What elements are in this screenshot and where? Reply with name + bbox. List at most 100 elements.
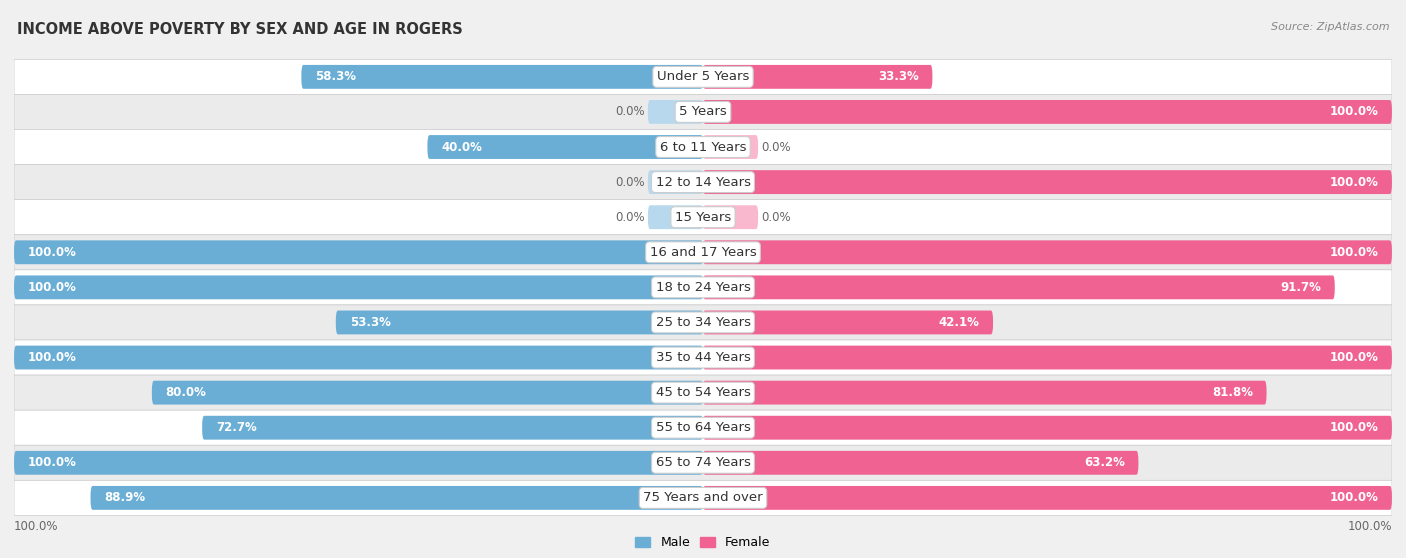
Text: 0.0%: 0.0% xyxy=(614,176,644,189)
Text: 15 Years: 15 Years xyxy=(675,211,731,224)
Text: 12 to 14 Years: 12 to 14 Years xyxy=(655,176,751,189)
Text: INCOME ABOVE POVERTY BY SEX AND AGE IN ROGERS: INCOME ABOVE POVERTY BY SEX AND AGE IN R… xyxy=(17,22,463,37)
Bar xyxy=(14,240,703,264)
Bar xyxy=(703,135,758,159)
Text: 6 to 11 Years: 6 to 11 Years xyxy=(659,141,747,153)
Bar xyxy=(14,451,703,475)
FancyBboxPatch shape xyxy=(14,410,1392,445)
Bar xyxy=(703,205,758,229)
FancyBboxPatch shape xyxy=(703,416,1392,440)
FancyBboxPatch shape xyxy=(703,311,993,334)
FancyBboxPatch shape xyxy=(14,270,1392,305)
Text: 81.8%: 81.8% xyxy=(1212,386,1253,399)
Bar xyxy=(336,311,703,334)
Text: 100.0%: 100.0% xyxy=(1329,246,1378,259)
Text: 5 Years: 5 Years xyxy=(679,105,727,118)
Bar xyxy=(648,170,703,194)
FancyBboxPatch shape xyxy=(703,100,1392,124)
Text: 100.0%: 100.0% xyxy=(1329,421,1378,434)
Bar xyxy=(703,451,1139,475)
FancyBboxPatch shape xyxy=(703,240,1392,264)
Text: Source: ZipAtlas.com: Source: ZipAtlas.com xyxy=(1271,22,1389,32)
FancyBboxPatch shape xyxy=(14,375,1392,410)
Text: 33.3%: 33.3% xyxy=(877,70,918,83)
Text: 75 Years and over: 75 Years and over xyxy=(643,492,763,504)
Text: 35 to 44 Years: 35 to 44 Years xyxy=(655,351,751,364)
Text: 0.0%: 0.0% xyxy=(762,141,792,153)
FancyBboxPatch shape xyxy=(14,340,1392,375)
Text: 25 to 34 Years: 25 to 34 Years xyxy=(655,316,751,329)
FancyBboxPatch shape xyxy=(14,345,703,369)
Text: 100.0%: 100.0% xyxy=(28,281,77,294)
Text: 0.0%: 0.0% xyxy=(614,105,644,118)
Bar xyxy=(703,311,993,334)
FancyBboxPatch shape xyxy=(14,480,1392,516)
Bar xyxy=(703,65,932,89)
Bar xyxy=(703,416,1392,440)
Text: 16 and 17 Years: 16 and 17 Years xyxy=(650,246,756,259)
FancyBboxPatch shape xyxy=(703,65,932,89)
FancyBboxPatch shape xyxy=(202,416,703,440)
FancyBboxPatch shape xyxy=(152,381,703,405)
Bar xyxy=(90,486,703,510)
Text: 100.0%: 100.0% xyxy=(1329,492,1378,504)
Bar xyxy=(14,345,703,369)
Bar xyxy=(703,345,1392,369)
Text: 45 to 54 Years: 45 to 54 Years xyxy=(655,386,751,399)
FancyBboxPatch shape xyxy=(14,445,1392,480)
FancyBboxPatch shape xyxy=(703,170,1392,194)
Bar xyxy=(703,276,1334,299)
FancyBboxPatch shape xyxy=(14,235,1392,270)
Text: 72.7%: 72.7% xyxy=(217,421,257,434)
FancyBboxPatch shape xyxy=(90,486,703,510)
FancyBboxPatch shape xyxy=(703,345,1392,369)
Text: 100.0%: 100.0% xyxy=(1329,351,1378,364)
Text: Under 5 Years: Under 5 Years xyxy=(657,70,749,83)
Text: 55 to 64 Years: 55 to 64 Years xyxy=(655,421,751,434)
FancyBboxPatch shape xyxy=(703,451,1139,475)
Bar xyxy=(648,100,703,124)
Bar xyxy=(14,276,703,299)
Text: 65 to 74 Years: 65 to 74 Years xyxy=(655,456,751,469)
Text: 100.0%: 100.0% xyxy=(1329,176,1378,189)
FancyBboxPatch shape xyxy=(703,205,758,229)
FancyBboxPatch shape xyxy=(703,135,758,159)
Bar xyxy=(202,416,703,440)
FancyBboxPatch shape xyxy=(14,276,703,299)
Text: 100.0%: 100.0% xyxy=(1329,105,1378,118)
FancyBboxPatch shape xyxy=(301,65,703,89)
Text: 53.3%: 53.3% xyxy=(350,316,391,329)
Bar xyxy=(301,65,703,89)
FancyBboxPatch shape xyxy=(14,59,1392,94)
FancyBboxPatch shape xyxy=(703,381,1267,405)
Text: 88.9%: 88.9% xyxy=(104,492,145,504)
Bar xyxy=(703,170,1392,194)
FancyBboxPatch shape xyxy=(648,170,703,194)
Text: 63.2%: 63.2% xyxy=(1084,456,1125,469)
Text: 100.0%: 100.0% xyxy=(28,246,77,259)
FancyBboxPatch shape xyxy=(14,129,1392,165)
Bar xyxy=(703,486,1392,510)
FancyBboxPatch shape xyxy=(648,205,703,229)
Text: 18 to 24 Years: 18 to 24 Years xyxy=(655,281,751,294)
Text: 100.0%: 100.0% xyxy=(14,519,59,533)
Text: 91.7%: 91.7% xyxy=(1279,281,1322,294)
FancyBboxPatch shape xyxy=(14,451,703,475)
FancyBboxPatch shape xyxy=(336,311,703,334)
FancyBboxPatch shape xyxy=(14,305,1392,340)
Bar xyxy=(648,205,703,229)
Text: 80.0%: 80.0% xyxy=(166,386,207,399)
FancyBboxPatch shape xyxy=(427,135,703,159)
Text: 100.0%: 100.0% xyxy=(28,351,77,364)
Legend: Male, Female: Male, Female xyxy=(630,531,776,554)
FancyBboxPatch shape xyxy=(14,165,1392,200)
Text: 42.1%: 42.1% xyxy=(938,316,979,329)
Bar xyxy=(703,100,1392,124)
Bar xyxy=(703,240,1392,264)
Text: 100.0%: 100.0% xyxy=(1347,519,1392,533)
FancyBboxPatch shape xyxy=(648,100,703,124)
Bar xyxy=(152,381,703,405)
Text: 40.0%: 40.0% xyxy=(441,141,482,153)
Bar xyxy=(427,135,703,159)
Text: 100.0%: 100.0% xyxy=(28,456,77,469)
